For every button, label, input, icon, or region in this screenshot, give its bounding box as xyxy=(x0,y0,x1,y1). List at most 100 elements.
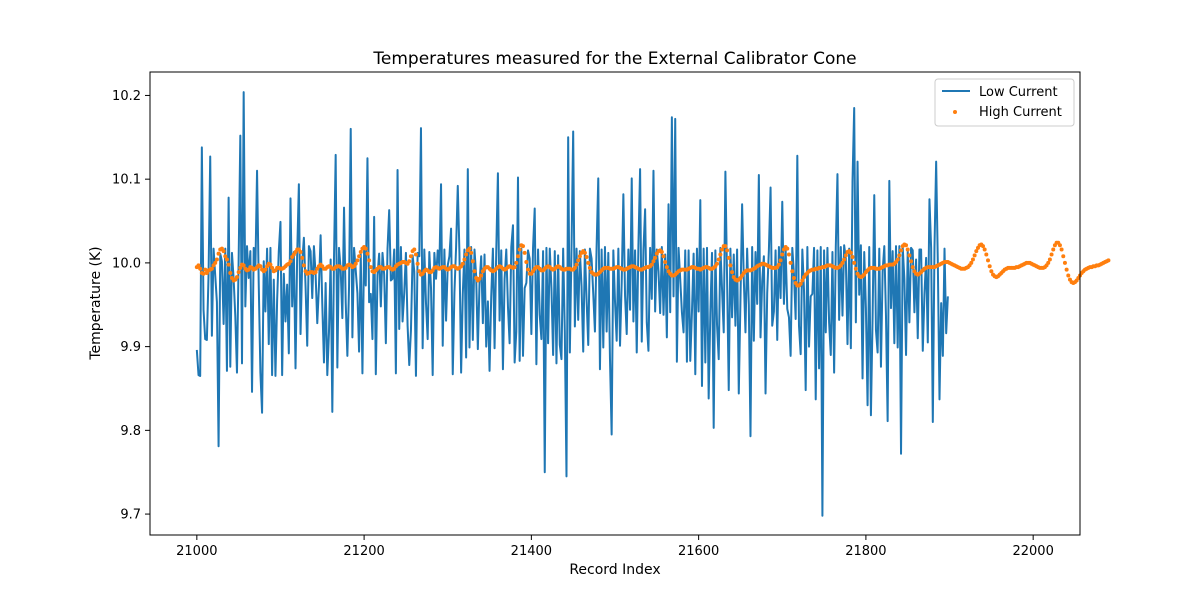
x-tick-label: 21000 xyxy=(176,544,217,559)
x-tick-label: 21200 xyxy=(343,544,384,559)
data-point-high-current xyxy=(848,250,853,255)
data-point-high-current xyxy=(1046,260,1051,265)
data-point-high-current xyxy=(776,262,781,267)
data-point-high-current xyxy=(241,263,246,268)
data-point-high-current xyxy=(842,257,847,262)
data-point-high-current xyxy=(462,257,467,262)
data-point-high-current xyxy=(209,266,214,271)
data-point-high-current xyxy=(907,253,912,258)
data-point-high-current xyxy=(897,253,902,258)
data-point-high-current xyxy=(987,264,992,269)
y-tick-label: 9.9 xyxy=(120,340,141,355)
data-point-high-current xyxy=(969,260,974,265)
data-point-high-current xyxy=(298,250,303,255)
x-axis: 21000 21200 21400 21600 21800 22000 xyxy=(176,535,1054,559)
y-axis: 9.7 9.8 9.9 10.0 10.1 10.2 xyxy=(112,89,150,523)
data-point-high-current xyxy=(659,250,664,255)
data-point-high-current xyxy=(238,265,243,270)
data-point-high-current xyxy=(989,269,994,274)
data-point-high-current xyxy=(800,278,805,283)
data-point-high-current xyxy=(1062,260,1067,265)
data-point-high-current xyxy=(785,246,790,251)
plot-frame xyxy=(149,71,1081,536)
data-point-high-current xyxy=(413,252,418,257)
data-point-high-current xyxy=(840,260,845,265)
data-point-high-current xyxy=(788,260,793,265)
data-point-high-current xyxy=(1106,258,1111,263)
y-axis-title: Temperature (K) xyxy=(88,246,104,360)
data-point-high-current xyxy=(974,249,979,254)
data-point-high-current xyxy=(664,265,669,270)
data-point-high-current xyxy=(358,250,363,255)
data-point-high-current xyxy=(223,254,228,259)
data-point-high-current xyxy=(718,252,723,257)
data-point-high-current xyxy=(357,254,362,259)
data-point-high-current xyxy=(270,265,275,270)
data-point-high-current xyxy=(234,275,239,280)
data-point-high-current xyxy=(367,258,372,263)
data-point-high-current xyxy=(263,267,268,272)
data-point-high-current xyxy=(522,250,527,255)
y-tick-label: 9.7 xyxy=(120,508,141,523)
x-tick-label: 21800 xyxy=(845,544,886,559)
data-point-high-current xyxy=(407,259,412,264)
data-point-high-current xyxy=(353,261,358,266)
data-point-high-current xyxy=(228,270,233,275)
data-point-high-current xyxy=(904,243,909,248)
data-point-high-current xyxy=(843,253,848,258)
data-point-high-current xyxy=(313,270,318,275)
data-point-high-current xyxy=(213,260,218,265)
legend-marker-high-current xyxy=(953,110,957,114)
data-point-high-current xyxy=(198,266,203,271)
data-point-high-current xyxy=(203,267,208,272)
data-point-high-current xyxy=(368,265,373,270)
data-point-high-current xyxy=(1064,267,1069,272)
data-point-high-current xyxy=(514,260,519,265)
x-tick-label: 21400 xyxy=(511,544,552,559)
data-point-high-current xyxy=(196,263,201,268)
data-point-high-current xyxy=(355,258,360,263)
data-point-high-current xyxy=(663,260,668,265)
data-point-high-current xyxy=(479,273,484,278)
data-point-high-current xyxy=(464,252,469,257)
data-point-high-current xyxy=(587,265,592,270)
data-point-high-current xyxy=(236,270,241,275)
x-axis-title: Record Index xyxy=(569,562,660,578)
legend-label-low-current: Low Current xyxy=(979,85,1058,100)
data-point-high-current xyxy=(467,246,472,251)
data-point-high-current xyxy=(725,248,730,253)
data-point-high-current xyxy=(786,252,791,257)
data-point-high-current xyxy=(853,266,858,271)
data-point-high-current xyxy=(417,269,422,274)
data-point-high-current xyxy=(572,265,577,270)
data-point-high-current xyxy=(905,247,910,252)
data-point-high-current xyxy=(521,244,525,249)
data-point-high-current xyxy=(653,255,658,260)
data-point-high-current xyxy=(730,270,735,275)
series-points-high-current xyxy=(194,240,1111,288)
data-point-high-current xyxy=(715,261,720,266)
legend: Low Current High Current xyxy=(934,78,1075,127)
data-point-high-current xyxy=(512,265,517,270)
data-point-high-current xyxy=(972,253,977,258)
x-tick-label: 21600 xyxy=(678,544,719,559)
y-tick-label: 10.0 xyxy=(112,256,141,271)
data-point-high-current xyxy=(910,265,915,270)
data-point-high-current xyxy=(515,254,520,259)
data-point-high-current xyxy=(582,250,587,255)
data-point-high-current xyxy=(216,251,221,256)
data-point-high-current xyxy=(412,247,417,252)
data-point-high-current xyxy=(780,252,785,257)
data-point-high-current xyxy=(214,257,219,262)
data-point-high-current xyxy=(850,255,855,260)
data-point-high-current xyxy=(526,267,531,272)
data-point-high-current xyxy=(365,251,370,256)
data-point-high-current xyxy=(258,264,263,269)
data-point-high-current xyxy=(986,258,990,263)
data-point-high-current xyxy=(460,261,465,266)
data-point-high-current xyxy=(852,260,857,265)
data-point-high-current xyxy=(577,254,582,259)
data-point-high-current xyxy=(524,260,529,265)
data-point-high-current xyxy=(982,247,987,252)
